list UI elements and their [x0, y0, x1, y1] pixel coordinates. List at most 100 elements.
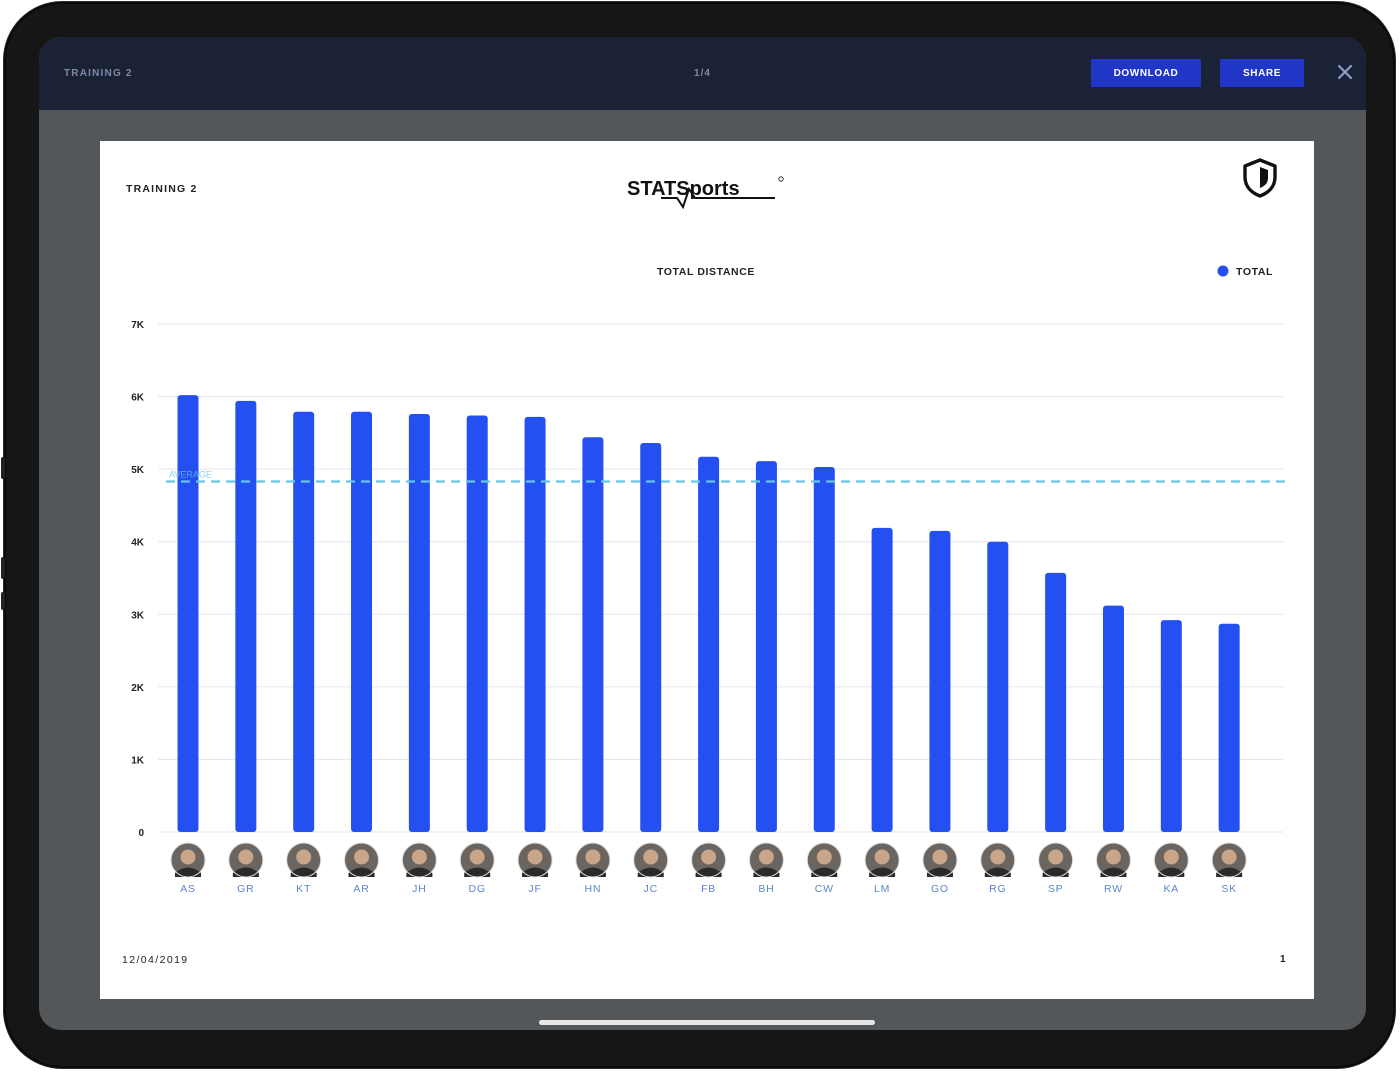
bar-as[interactable] — [177, 395, 199, 832]
avatar-ring — [1038, 842, 1074, 878]
chart-title: TOTAL DISTANCE — [657, 266, 755, 278]
avatar-ring — [401, 842, 437, 878]
avatar-shoulders — [811, 867, 838, 877]
total-distance-chart: TOTAL DISTANCE TOTAL 0 1K 2K 3K 4K 5K 6K 7K AVE… — [131, 265, 1285, 895]
avatar-face — [758, 849, 774, 865]
side-button — [1, 557, 5, 579]
bar-rg[interactable] — [987, 541, 1009, 832]
avatar-face — [238, 849, 254, 865]
logo-wordmark: STATSports — [627, 178, 740, 200]
avatar-ring — [170, 842, 206, 878]
player-avatar-icon — [980, 842, 1016, 878]
y-tick-label: 2K — [131, 683, 145, 694]
x-tick-label: CW — [815, 883, 834, 895]
avatar-shoulders — [984, 867, 1011, 877]
avatar-face — [180, 849, 196, 865]
average-label: AVERAGE — [169, 469, 212, 479]
x-tick-label: AS — [180, 883, 196, 895]
bar-sk[interactable] — [1218, 623, 1240, 832]
avatar-ring — [575, 842, 611, 878]
download-button[interactable]: DOWNLOAD — [1091, 59, 1201, 87]
player-avatar-icon — [286, 842, 322, 878]
bar-lm[interactable] — [871, 527, 893, 832]
player-avatar-icon — [228, 842, 264, 878]
side-button — [1, 592, 5, 610]
avatar-face — [701, 849, 717, 865]
avatar-shoulders — [753, 867, 780, 877]
player-avatar-icon — [170, 842, 206, 878]
player-avatar-icon — [922, 842, 958, 878]
report-date: 12/04/2019 — [122, 954, 189, 966]
bar-go[interactable] — [929, 530, 951, 832]
player-avatar-icon — [691, 842, 727, 878]
bar-ka[interactable] — [1160, 620, 1182, 832]
bar-gr[interactable] — [235, 400, 257, 832]
player-avatar-icon — [633, 842, 669, 878]
bar-bh[interactable] — [755, 461, 777, 832]
bar-dg[interactable] — [466, 415, 488, 832]
document-title: TRAINING 2 — [64, 68, 133, 79]
bar-kt[interactable] — [293, 411, 315, 832]
avatar-ring — [517, 842, 553, 878]
home-indicator[interactable] — [539, 1020, 875, 1025]
report-page-number: 1 — [1280, 954, 1286, 965]
bar-sp[interactable] — [1045, 572, 1067, 832]
bar-hn[interactable] — [582, 437, 604, 832]
side-button — [1, 457, 5, 479]
x-tick-label: HN — [585, 883, 602, 895]
x-tick-label: KA — [1164, 883, 1180, 895]
statsports-logo: STATSports — [625, 171, 785, 211]
x-tick-label: JC — [644, 883, 658, 895]
avatar-ring — [1211, 842, 1247, 878]
avatar-face — [411, 849, 427, 865]
avatar-ring — [922, 842, 958, 878]
avatar-face — [874, 849, 890, 865]
player-avatar-icon — [344, 842, 380, 878]
player-avatar-icon — [864, 842, 900, 878]
bar-jf[interactable] — [524, 416, 546, 832]
legend-marker — [1217, 265, 1229, 277]
bar-jh[interactable] — [408, 413, 430, 832]
avatar-face — [990, 849, 1006, 865]
avatar-ring — [864, 842, 900, 878]
x-tick-label: RW — [1104, 883, 1123, 895]
bar-cw[interactable] — [813, 466, 835, 832]
bar-ar[interactable] — [351, 411, 373, 832]
x-tick-label: BH — [758, 883, 774, 895]
bar-jc[interactable] — [640, 443, 662, 832]
avatar-shoulders — [406, 867, 433, 877]
avatar-shoulders — [579, 867, 606, 877]
x-tick-label: SP — [1048, 883, 1064, 895]
avatar-shoulders — [464, 867, 491, 877]
y-tick-label: 3K — [131, 610, 145, 621]
x-tick-label: SK — [1221, 883, 1237, 895]
x-tick-label: LM — [874, 883, 890, 895]
x-tick-label: DG — [469, 883, 486, 895]
report-title: TRAINING 2 — [126, 183, 198, 195]
player-avatar-icon — [401, 842, 437, 878]
avatar-face — [1221, 849, 1237, 865]
avatar-face — [296, 849, 312, 865]
player-avatar-icon — [517, 842, 553, 878]
close-icon[interactable] — [1334, 61, 1356, 83]
share-button[interactable]: SHARE — [1220, 59, 1304, 87]
avatar-face — [469, 849, 485, 865]
x-tick-label: GR — [237, 883, 254, 895]
x-tick-label: AR — [353, 883, 369, 895]
bar-fb[interactable] — [698, 456, 720, 832]
player-avatar-icon — [1211, 842, 1247, 878]
top-bar: TRAINING 2 1/4 DOWNLOAD SHARE — [39, 37, 1366, 110]
avatar-ring — [344, 842, 380, 878]
player-avatar-icon — [1095, 842, 1131, 878]
avatar-shoulders — [1216, 867, 1243, 877]
avatar-face — [932, 849, 948, 865]
shield-icon — [1241, 157, 1279, 199]
avatar-shoulders — [175, 867, 201, 877]
avatar-ring — [1095, 842, 1131, 878]
avatar-ring — [748, 842, 784, 878]
avatar-ring — [980, 842, 1016, 878]
x-tick-label: JH — [412, 883, 426, 895]
avatar-ring — [228, 842, 264, 878]
bar-rw[interactable] — [1102, 605, 1124, 832]
